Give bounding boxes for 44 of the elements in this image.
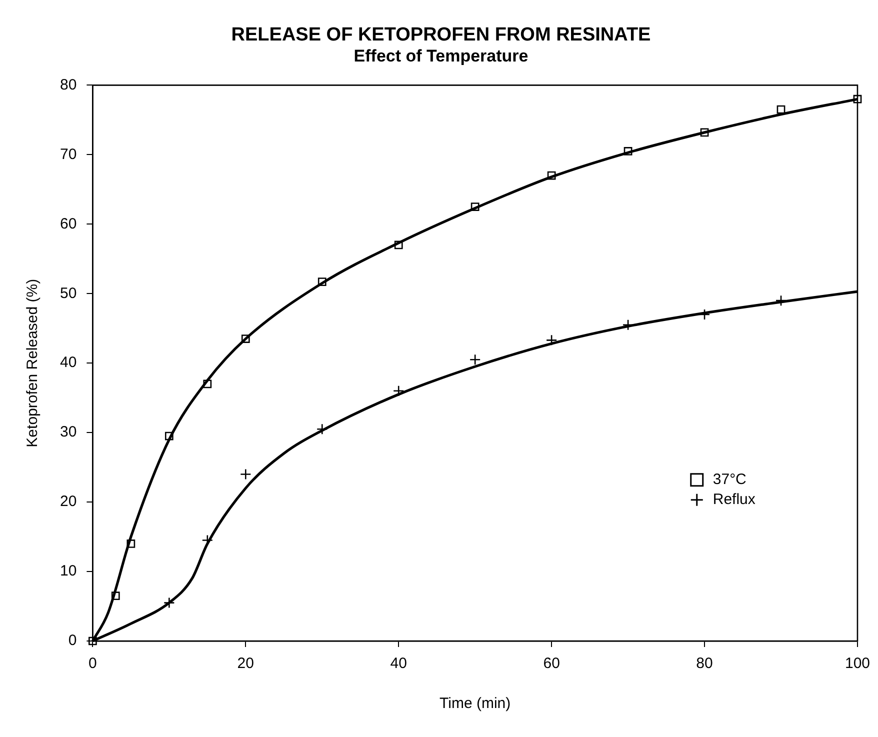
y-tick-label: 20 [60, 493, 77, 510]
y-tick-label: 80 [60, 76, 77, 94]
point [394, 240, 403, 250]
x-tick-label: 40 [390, 655, 407, 672]
point [164, 597, 175, 608]
point [775, 294, 787, 306]
chart-title: RELEASE OF KETOPROFEN FROM RESINATE [231, 24, 651, 46]
legend-label: Reflux [712, 490, 756, 508]
point [698, 308, 710, 320]
y-tick-label: 10 [60, 562, 77, 580]
point [622, 319, 634, 331]
y-tick-label: 40 [60, 354, 77, 372]
y-tick-label: 30 [60, 424, 77, 441]
legend-label: 37°C [712, 470, 747, 488]
point [469, 354, 481, 366]
point [624, 147, 632, 156]
point [853, 94, 862, 104]
x-tick-label: 20 [237, 655, 254, 672]
point [470, 202, 480, 211]
x-tick-label: 100 [844, 655, 870, 672]
x-axis-title: Time (min) [440, 695, 511, 712]
x-tick-label: 0 [88, 655, 97, 672]
y-tick-label: 70 [60, 146, 77, 163]
point [164, 432, 174, 440]
point [392, 385, 404, 397]
point [700, 128, 709, 137]
point [203, 380, 212, 388]
point [111, 592, 120, 600]
point [776, 105, 786, 114]
y-tick-label: 60 [60, 215, 77, 232]
point [240, 468, 252, 480]
y-axis-title: Ketoprofen Released (%) [24, 278, 42, 448]
chart-subtitle: Effect of Temperature [354, 46, 528, 66]
x-tick-label: 60 [543, 655, 560, 672]
point [126, 540, 136, 548]
point [241, 334, 250, 343]
point [318, 278, 326, 286]
point [202, 534, 214, 546]
point [546, 334, 558, 346]
point [316, 423, 328, 435]
point [547, 171, 556, 180]
y-tick-label: 50 [60, 284, 77, 302]
x-tick-label: 80 [696, 655, 713, 672]
y-tick-label: 0 [68, 632, 77, 650]
